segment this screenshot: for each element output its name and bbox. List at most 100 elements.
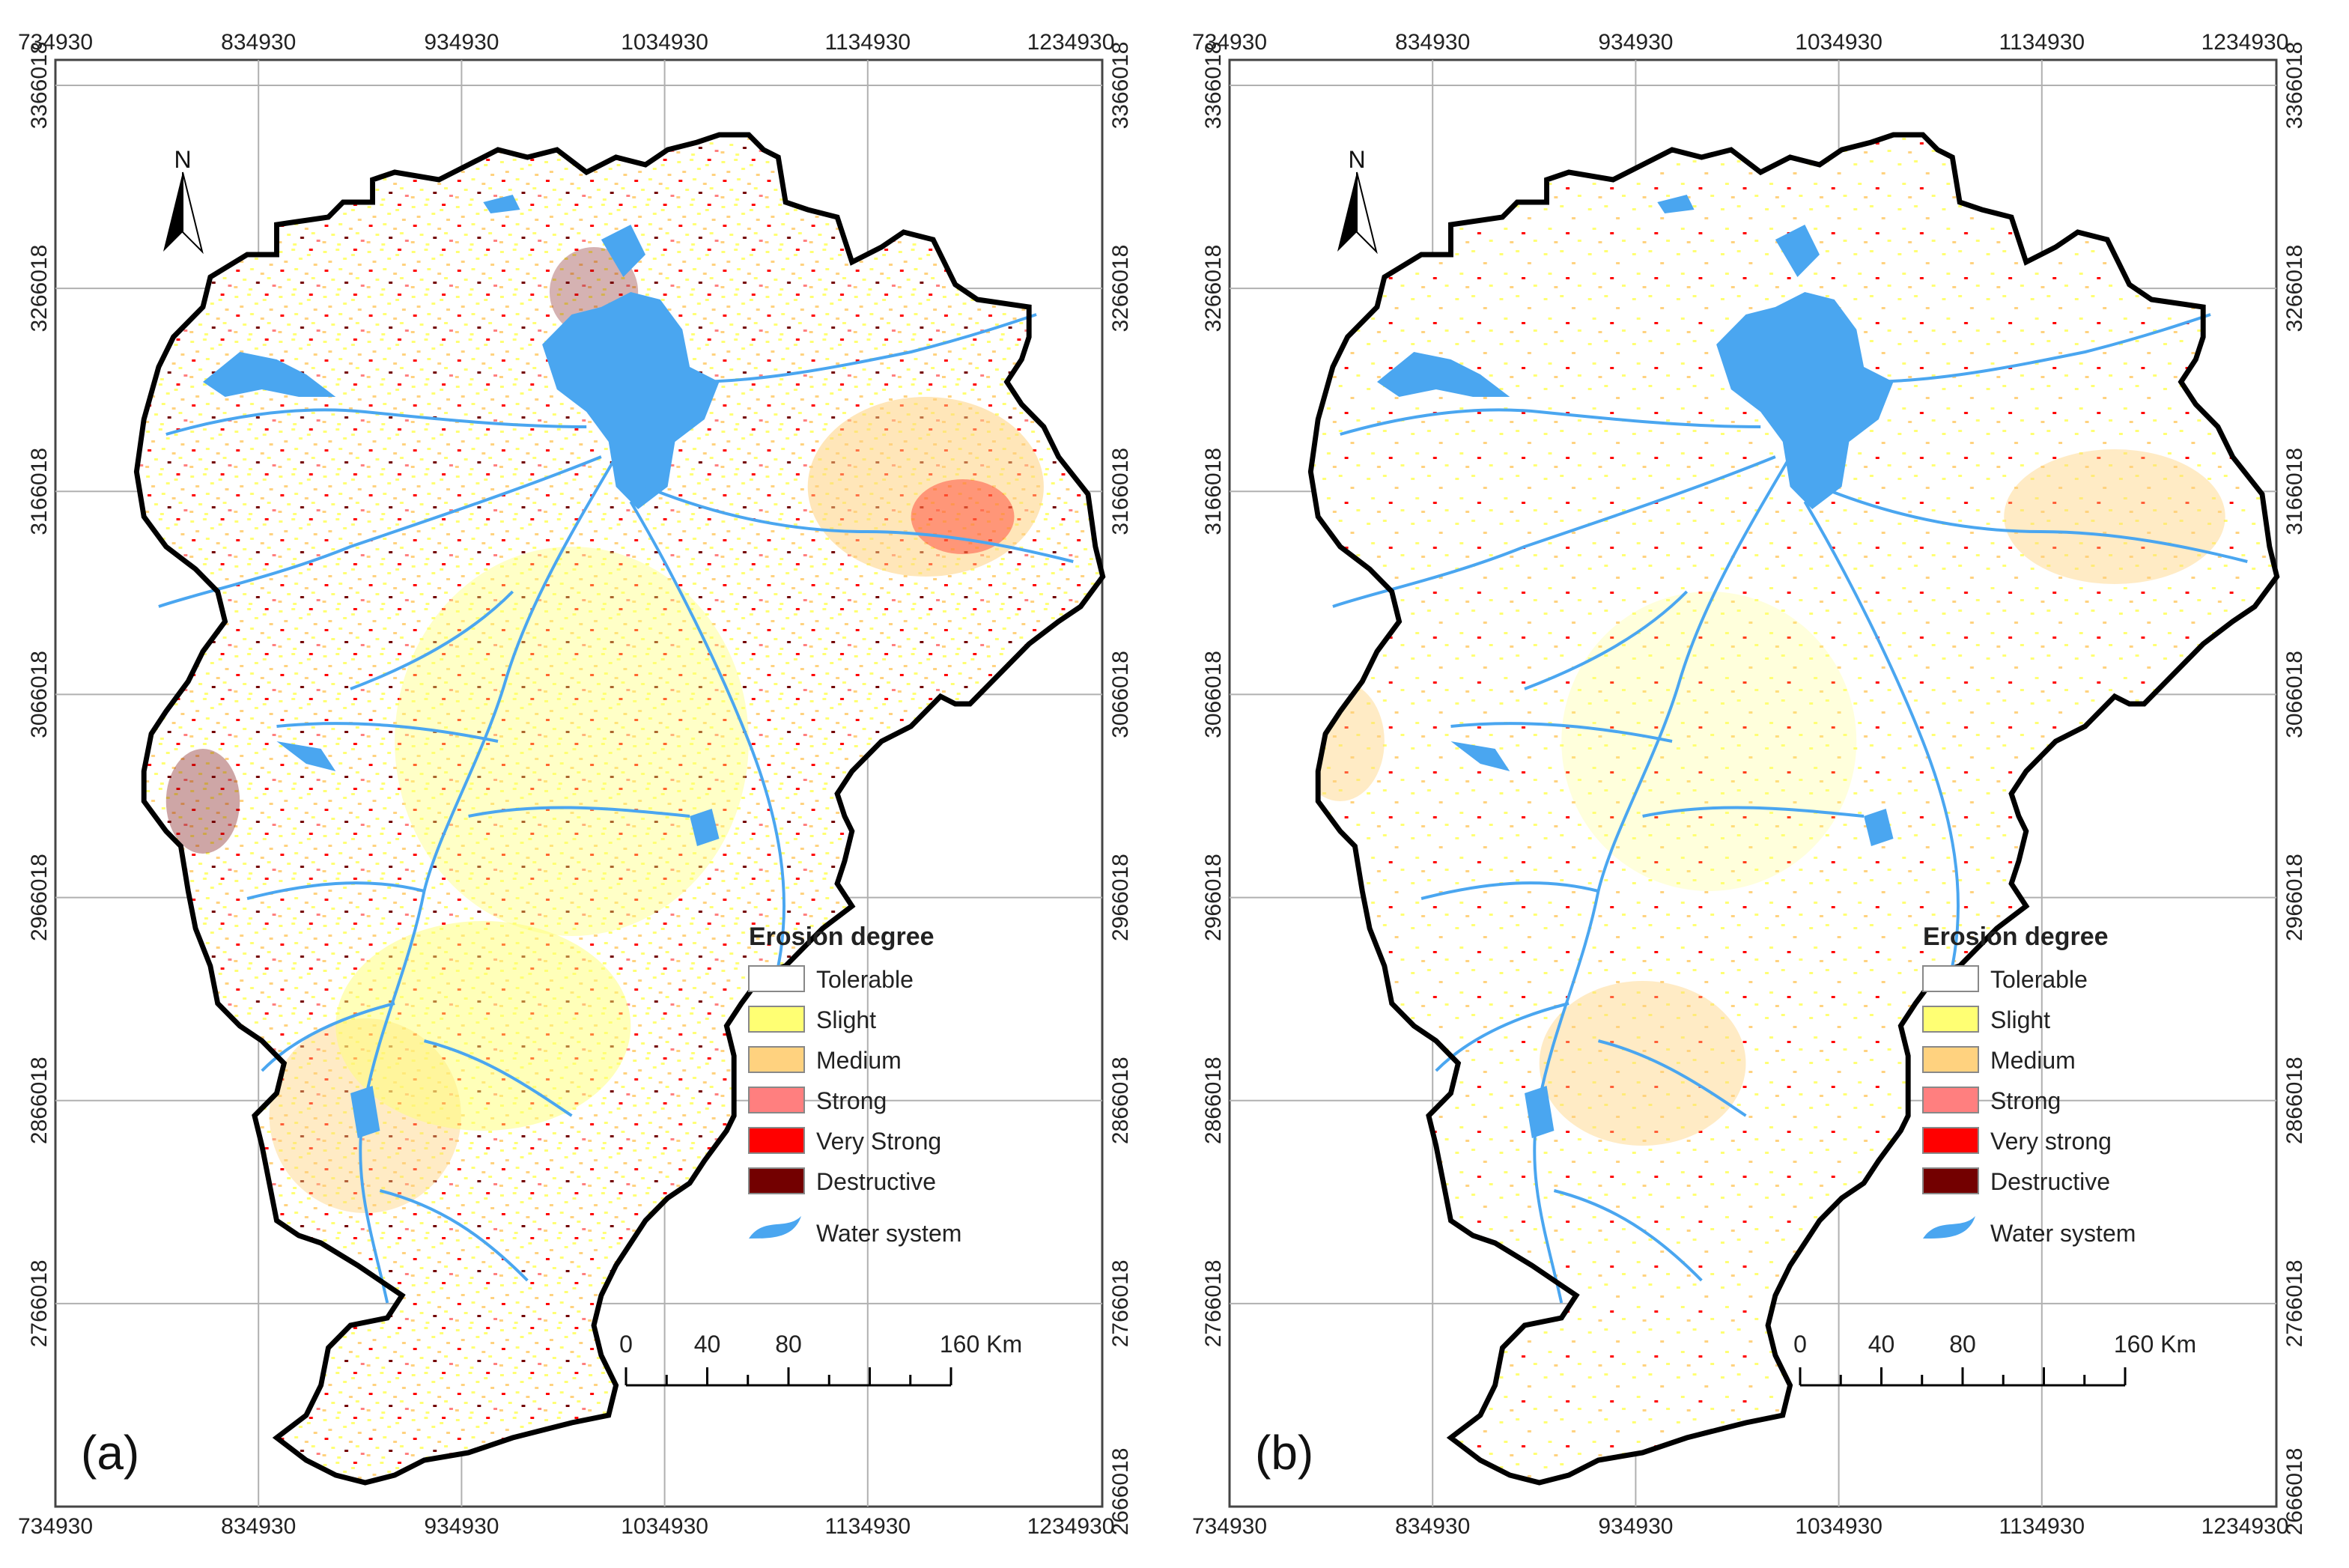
y-tick-label-left: 2966018 bbox=[1201, 854, 1226, 941]
water-system-icon bbox=[1923, 1216, 1975, 1239]
x-tick-label-bottom: 1034930 bbox=[1795, 1514, 1882, 1539]
y-tick-label-left: 3366018 bbox=[27, 42, 52, 130]
legend-title: Erosion degree bbox=[1923, 923, 2109, 951]
y-tick-label-right: 3366018 bbox=[2282, 42, 2307, 130]
scale-label: 80 bbox=[775, 1331, 802, 1358]
x-tick-label-bottom: 934930 bbox=[424, 1514, 499, 1539]
y-tick-label-right: 3366018 bbox=[1108, 42, 1133, 130]
scale-label: 40 bbox=[1868, 1331, 1895, 1358]
y-tick-label-left: 3066018 bbox=[1201, 651, 1226, 738]
x-tick-label-top: 834930 bbox=[221, 30, 296, 55]
panel-label: (a) bbox=[81, 1426, 139, 1480]
x-tick-label-top: 834930 bbox=[1395, 30, 1470, 55]
x-tick-label-bottom: 1234930 bbox=[2201, 1514, 2289, 1539]
legend-swatch-strong bbox=[748, 1087, 805, 1113]
y-tick-label-right: 2866018 bbox=[1108, 1057, 1133, 1144]
y-tick-label-left: 3266018 bbox=[27, 245, 52, 332]
scale-label: 80 bbox=[1949, 1331, 1976, 1358]
y-tick-label-right: 3266018 bbox=[1108, 245, 1133, 332]
river-network bbox=[1332, 313, 2248, 1304]
legend: Erosion degree Tolerable Slight Medium Stron… bbox=[1922, 923, 2136, 1247]
legend-swatch-slight bbox=[1922, 1006, 1979, 1033]
legend-label: Strong bbox=[1990, 1087, 2061, 1114]
water-system bbox=[1377, 195, 1894, 1138]
y-tick-label-left: 3266018 bbox=[1201, 245, 1226, 332]
x-tick-label-top: 1234930 bbox=[1027, 30, 1115, 55]
y-tick-label-left: 3366018 bbox=[1201, 42, 1226, 130]
y-tick-label-right: 2966018 bbox=[1108, 854, 1133, 941]
legend-swatch-medium bbox=[1922, 1046, 1979, 1073]
legend-water-label: Water system bbox=[816, 1220, 961, 1247]
x-tick-label-bottom: 1134930 bbox=[1999, 1514, 2085, 1539]
map-svg: 734930 734930 834930 834930 934930 934930 1034… bbox=[18, 30, 1133, 1539]
legend-label: Medium bbox=[816, 1047, 902, 1074]
scale-bar: 0 40 80 160 Km bbox=[619, 1331, 1022, 1387]
x-tick-label-bottom: 1234930 bbox=[1027, 1514, 1115, 1539]
y-tick-label-left: 2866018 bbox=[27, 1057, 52, 1144]
map-svg: 734930 734930 834930 834930 934930 934930 1034… bbox=[1192, 30, 2307, 1539]
legend-water-label: Water system bbox=[1990, 1220, 2136, 1247]
y-tick-label-left: 2766018 bbox=[1201, 1259, 1226, 1347]
river-network bbox=[158, 313, 1074, 1304]
panel-label: (b) bbox=[1255, 1426, 1313, 1480]
legend-swatch-very-strong bbox=[748, 1127, 805, 1154]
y-tick-label-right: 2666018 bbox=[2282, 1448, 2307, 1536]
y-tick-label-right: 3166018 bbox=[1108, 448, 1133, 535]
legend-swatch-slight bbox=[748, 1006, 805, 1033]
x-tick-label-top: 1034930 bbox=[1795, 30, 1882, 55]
legend-label: Tolerable bbox=[816, 966, 914, 993]
x-tick-label-bottom: 834930 bbox=[1395, 1514, 1470, 1539]
y-tick-label-left: 3166018 bbox=[1201, 448, 1226, 535]
legend-label: Strong bbox=[816, 1087, 887, 1114]
legend-label: Very Strong bbox=[816, 1128, 941, 1155]
y-tick-label-left: 3166018 bbox=[27, 448, 52, 535]
legend-swatch-destructive bbox=[1922, 1167, 1979, 1194]
y-tick-label-right: 2666018 bbox=[1108, 1448, 1133, 1536]
legend-label: Slight bbox=[1990, 1006, 2050, 1033]
x-tick-label-bottom: 1134930 bbox=[825, 1514, 911, 1539]
x-tick-label-top: 934930 bbox=[1598, 30, 1673, 55]
y-tick-label-left: 2866018 bbox=[1201, 1057, 1226, 1144]
x-tick-label-bottom: 734930 bbox=[1192, 1514, 1267, 1539]
legend-swatch-tolerable bbox=[1922, 965, 1979, 992]
y-tick-label-right: 3266018 bbox=[2282, 245, 2307, 332]
y-tick-label-right: 2766018 bbox=[1108, 1259, 1133, 1347]
scale-label: 0 bbox=[619, 1331, 633, 1358]
province-boundary bbox=[133, 132, 1106, 1486]
water-system bbox=[203, 195, 720, 1138]
legend-label: Tolerable bbox=[1990, 966, 2088, 993]
scale-label: 40 bbox=[694, 1331, 721, 1358]
y-tick-label-left: 3066018 bbox=[27, 651, 52, 738]
y-tick-label-left: 2966018 bbox=[27, 854, 52, 941]
y-tick-label-right: 2866018 bbox=[2282, 1057, 2307, 1144]
y-tick-label-right: 2766018 bbox=[2282, 1259, 2307, 1347]
legend-label: Very strong bbox=[1990, 1128, 2112, 1155]
legend-label: Slight bbox=[816, 1006, 876, 1033]
x-tick-label-top: 734930 bbox=[18, 30, 93, 55]
erosion-map bbox=[1307, 132, 2280, 1486]
y-tick-label-right: 2966018 bbox=[2282, 854, 2307, 941]
x-tick-label-bottom: 734930 bbox=[18, 1514, 93, 1539]
y-tick-label-right: 3066018 bbox=[2282, 651, 2307, 738]
map-panel-a: 734930 734930 834930 834930 934930 934930 1034… bbox=[0, 0, 1174, 1568]
legend-title: Erosion degree bbox=[749, 923, 935, 951]
x-tick-label-top: 734930 bbox=[1192, 30, 1267, 55]
legend-label: Destructive bbox=[816, 1168, 936, 1195]
x-tick-label-bottom: 1034930 bbox=[621, 1514, 708, 1539]
north-arrow-icon: N bbox=[163, 146, 204, 255]
legend-swatch-medium bbox=[748, 1046, 805, 1073]
north-label: N bbox=[174, 146, 191, 173]
north-arrow-icon: N bbox=[1337, 146, 1378, 255]
scale-label: 160 Km bbox=[940, 1331, 1022, 1358]
tick-labels: 734930 734930 834930 834930 934930 934930 1034… bbox=[1192, 30, 2307, 1539]
legend-swatch-strong bbox=[1922, 1087, 1979, 1113]
legend-label: Destructive bbox=[1990, 1168, 2110, 1195]
scale-bar: 0 40 80 160 Km bbox=[1793, 1331, 2196, 1387]
legend-swatch-very-strong bbox=[1922, 1127, 1979, 1154]
y-tick-label-right: 3166018 bbox=[2282, 448, 2307, 535]
x-tick-label-bottom: 934930 bbox=[1598, 1514, 1673, 1539]
tick-labels: 734930 734930 834930 834930 934930 934930 1034… bbox=[18, 30, 1133, 1539]
province-boundary bbox=[1307, 132, 2280, 1486]
y-tick-label-right: 3066018 bbox=[1108, 651, 1133, 738]
scale-label: 0 bbox=[1793, 1331, 1807, 1358]
